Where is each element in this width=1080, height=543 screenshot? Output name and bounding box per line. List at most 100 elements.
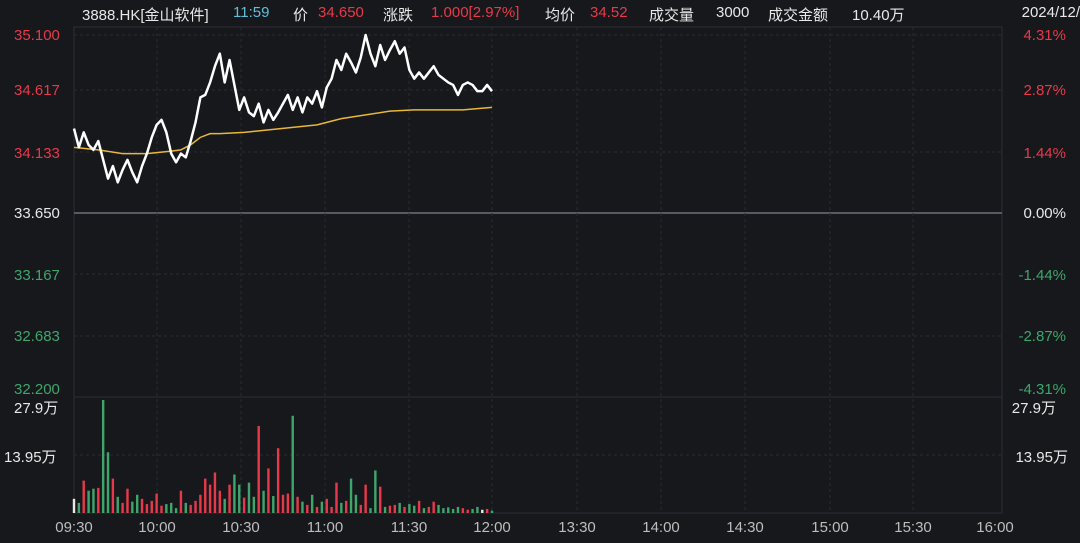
volume-bar — [194, 500, 197, 513]
volume-bar — [393, 504, 396, 513]
volume-bar — [408, 504, 411, 513]
volume-bar — [208, 484, 212, 513]
volume-bar — [140, 498, 144, 513]
volume-bar — [485, 508, 489, 513]
date-label: 2024/12/ — [1021, 4, 1080, 21]
volume-bar — [364, 484, 367, 513]
volume-bar — [461, 508, 465, 513]
volume-bar — [204, 478, 207, 513]
volume-bar — [476, 506, 479, 513]
volume-bar — [82, 480, 85, 513]
volume-bar — [272, 495, 275, 513]
volume-bar — [291, 415, 294, 513]
x-tick-label: 11:00 — [306, 519, 344, 536]
volume-bar — [306, 504, 309, 513]
x-tick-label: 11:30 — [390, 519, 428, 536]
y-tick-label: 33.167 — [14, 267, 60, 284]
volume-bar — [490, 510, 494, 513]
change-label: 涨跌 — [383, 7, 414, 24]
volume-tick-label: 27.9万 — [14, 400, 59, 417]
volume-bar — [242, 497, 246, 513]
volume-bar — [447, 507, 450, 513]
x-tick-label: 14:30 — [726, 519, 764, 536]
volume-bar — [296, 496, 299, 513]
x-tick-label: 13:30 — [558, 519, 596, 536]
volume-bar — [135, 494, 139, 513]
volume-bar — [451, 508, 455, 513]
volume-bar — [179, 490, 183, 513]
volume-bar — [228, 484, 231, 513]
volume-bar — [354, 494, 358, 513]
volume-bar — [422, 508, 426, 513]
pct-tick-label: 2.87% — [1023, 82, 1066, 99]
last-price: 34.650 — [318, 4, 364, 21]
volume-bar — [77, 502, 81, 513]
volume-bar — [276, 448, 280, 513]
pct-tick-label: 4.31% — [1023, 27, 1066, 44]
volume-bar — [403, 506, 406, 513]
pct-tick-label: 1.44% — [1023, 145, 1066, 162]
volume-bar — [310, 494, 314, 513]
y-tick-label: 32.683 — [14, 328, 60, 345]
volume-bar — [97, 487, 100, 513]
volume-bar — [145, 504, 149, 513]
volume-bar — [87, 490, 90, 513]
volume-bar — [252, 496, 256, 513]
volume-bar — [456, 506, 460, 513]
volume-bar — [427, 506, 431, 513]
current-time: 11:59 — [233, 4, 270, 21]
amount-label: 成交金额 — [768, 7, 829, 24]
avg-price: 34.52 — [590, 4, 628, 21]
volume-bar — [286, 493, 290, 513]
volume-bar — [111, 478, 115, 513]
volume-bar — [359, 504, 362, 513]
volume-bar — [349, 478, 353, 513]
volume-tick-label: 27.9万 — [1011, 400, 1056, 417]
volume-tick-label: 13.95万 — [4, 449, 57, 466]
volume-bar — [398, 502, 401, 513]
volume-bar — [218, 490, 222, 513]
volume-bar — [379, 486, 382, 513]
x-tick-label: 09:30 — [55, 519, 93, 536]
volume-bar — [116, 496, 119, 513]
symbol-name: 3888.HK[金山软件] — [82, 7, 209, 24]
volume-bar — [165, 504, 168, 513]
volume-bar — [247, 482, 251, 513]
volume-tick-label: 13.95万 — [1015, 449, 1068, 466]
volume-bar — [121, 502, 124, 513]
x-tick-label: 15:00 — [811, 519, 849, 536]
volume-bar — [101, 400, 105, 513]
y-tick-label: 34.617 — [14, 82, 60, 99]
y-tick-label: 34.133 — [14, 145, 60, 162]
y-tick-label: 35.100 — [14, 27, 60, 44]
volume-bar — [330, 506, 333, 513]
pct-tick-label: -2.87% — [1018, 328, 1066, 345]
price-change: 1.000[2.97%] — [431, 4, 520, 21]
price-panel-frame — [73, 26, 1003, 398]
x-tick-label: 14:00 — [642, 519, 680, 536]
volume-bar — [437, 504, 440, 513]
volume-bar — [106, 452, 110, 513]
volume-bar — [170, 502, 173, 513]
x-tick-label: 12:00 — [473, 519, 511, 536]
volume-bar — [388, 505, 392, 513]
volume-bar — [344, 500, 348, 513]
volume-bar — [72, 498, 76, 513]
volume-bar — [213, 472, 217, 513]
volume-bar — [233, 474, 236, 513]
price-line — [72, 33, 493, 184]
volume-bar — [131, 501, 134, 513]
volume-bar — [466, 509, 469, 513]
x-tick-label: 16:00 — [976, 519, 1014, 536]
volume-bar — [189, 504, 192, 513]
x-tick-label: 10:30 — [222, 519, 260, 536]
volume-bar — [238, 484, 241, 513]
volume-bar — [126, 488, 129, 513]
volume-bar — [325, 498, 328, 513]
amount-value: 10.40万 — [852, 7, 905, 24]
volume-bar — [155, 493, 158, 513]
volume-bar — [374, 470, 377, 513]
volume-bar — [432, 501, 435, 513]
volume-bar — [92, 488, 95, 513]
